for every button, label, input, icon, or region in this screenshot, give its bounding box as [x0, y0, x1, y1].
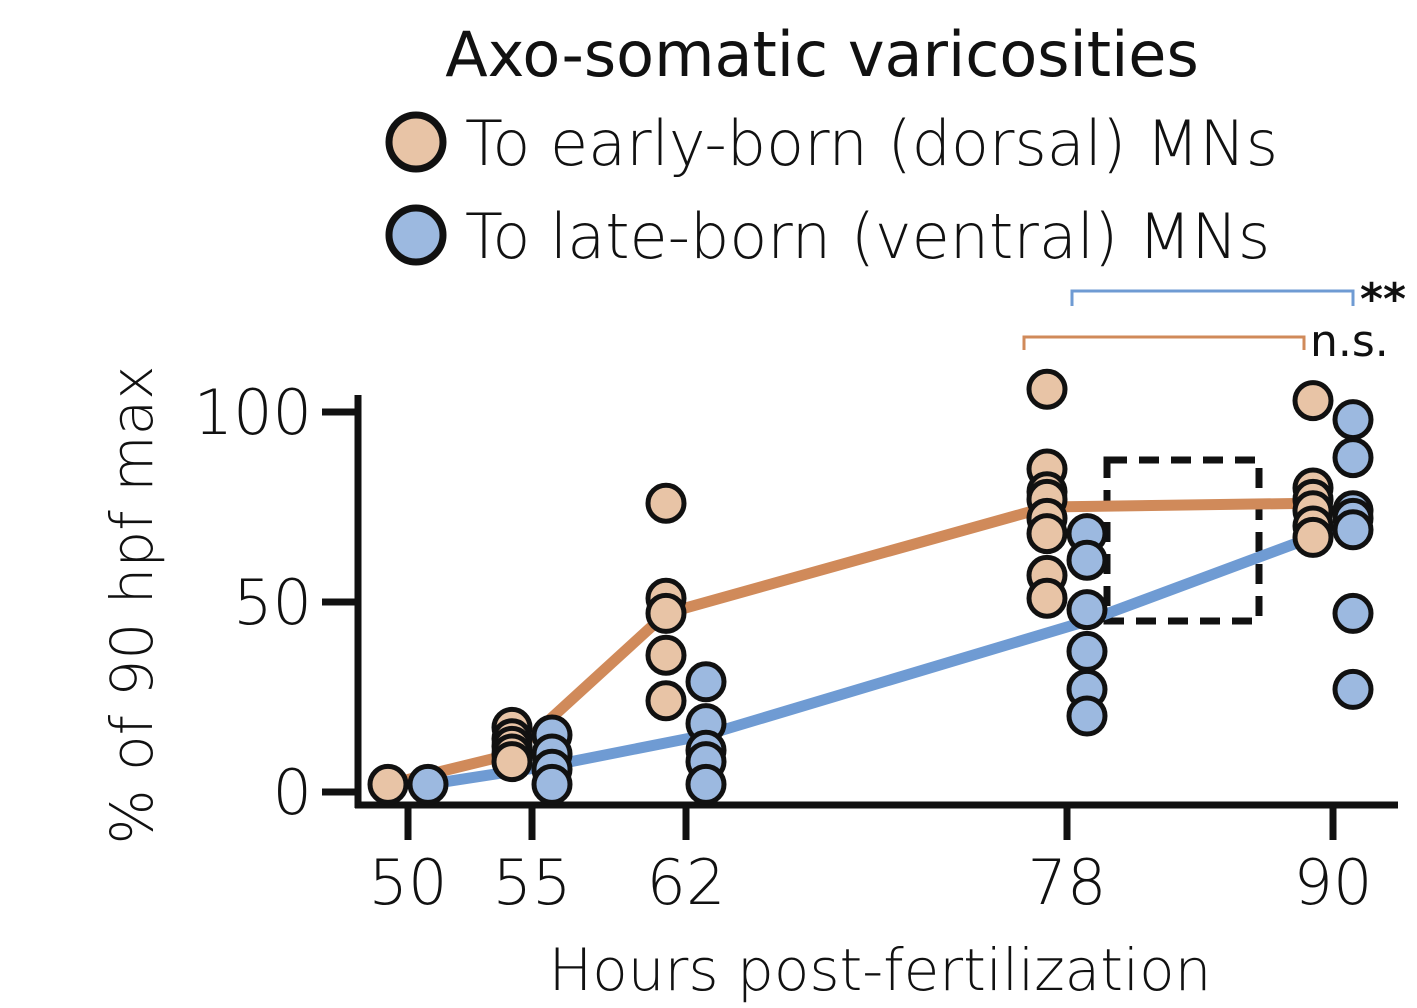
y-tick-label: 0	[273, 756, 312, 829]
highlight-box	[1103, 456, 1263, 625]
late-born-bracket	[1070, 289, 1355, 306]
x-tick-label: 90	[1294, 846, 1373, 919]
mean-lines	[382, 497, 1359, 790]
data-point-series-0	[367, 763, 409, 805]
early-born-bracket	[1022, 335, 1306, 350]
x-tick-label: 55	[493, 846, 572, 919]
x-tick-label: 50	[369, 846, 448, 919]
legend-label-early-born: To early-born (dorsal) MNs	[465, 107, 1278, 180]
y-tick-label: 50	[233, 566, 312, 639]
data-point-series-1	[685, 763, 727, 805]
legend: To early-born (dorsal) MNs To late-born …	[385, 107, 1278, 273]
data-point-series-0	[645, 634, 687, 676]
data-point-series-1	[685, 661, 727, 703]
data-point-series-0	[1026, 368, 1068, 410]
x-tick-label: 78	[1028, 846, 1107, 919]
data-point-series-1	[1332, 437, 1374, 479]
legend-marker-early-born	[385, 111, 447, 173]
x-tick-label: 62	[647, 846, 726, 919]
data-point-series-1	[1066, 539, 1108, 581]
y-ticks: 0 50 100	[194, 376, 358, 829]
data-point-series-1	[407, 763, 449, 805]
legend-label-late-born: To late-born (ventral) MNs	[465, 200, 1270, 273]
y-axis-title: % of 90 hpf max	[98, 366, 166, 845]
data-point-series-1	[531, 763, 573, 805]
data-point-series-0	[1292, 380, 1334, 422]
data-point-series-0	[645, 482, 687, 524]
data-point-series-0	[491, 741, 533, 783]
significance-annotations: ** n.s.	[1022, 274, 1406, 367]
data-point-series-1	[1332, 592, 1374, 634]
data-point-series-1	[1066, 630, 1108, 672]
data-point-series-1	[1066, 695, 1108, 737]
data-point-series-0	[645, 680, 687, 722]
early-born-significance: n.s.	[1310, 316, 1389, 367]
x-ticks: 50 55 62 78 90	[369, 805, 1373, 919]
data-point-series-1	[1066, 589, 1108, 631]
y-tick-label: 100	[194, 376, 312, 449]
data-point-series-1	[1332, 509, 1374, 551]
late-born-significance: **	[1360, 274, 1406, 325]
data-point-series-0	[1026, 577, 1068, 619]
data-point-series-1	[1332, 668, 1374, 710]
legend-marker-late-born	[385, 204, 447, 266]
data-point-series-0	[1292, 516, 1334, 558]
x-axis-title: Hours post-fertilization	[549, 936, 1212, 1004]
data-point-series-0	[1026, 513, 1068, 555]
data-point-series-1	[1332, 399, 1374, 441]
chart-title: Axo-somatic varicosities	[445, 18, 1199, 91]
data-points	[367, 368, 1374, 805]
data-point-series-0	[645, 592, 687, 634]
